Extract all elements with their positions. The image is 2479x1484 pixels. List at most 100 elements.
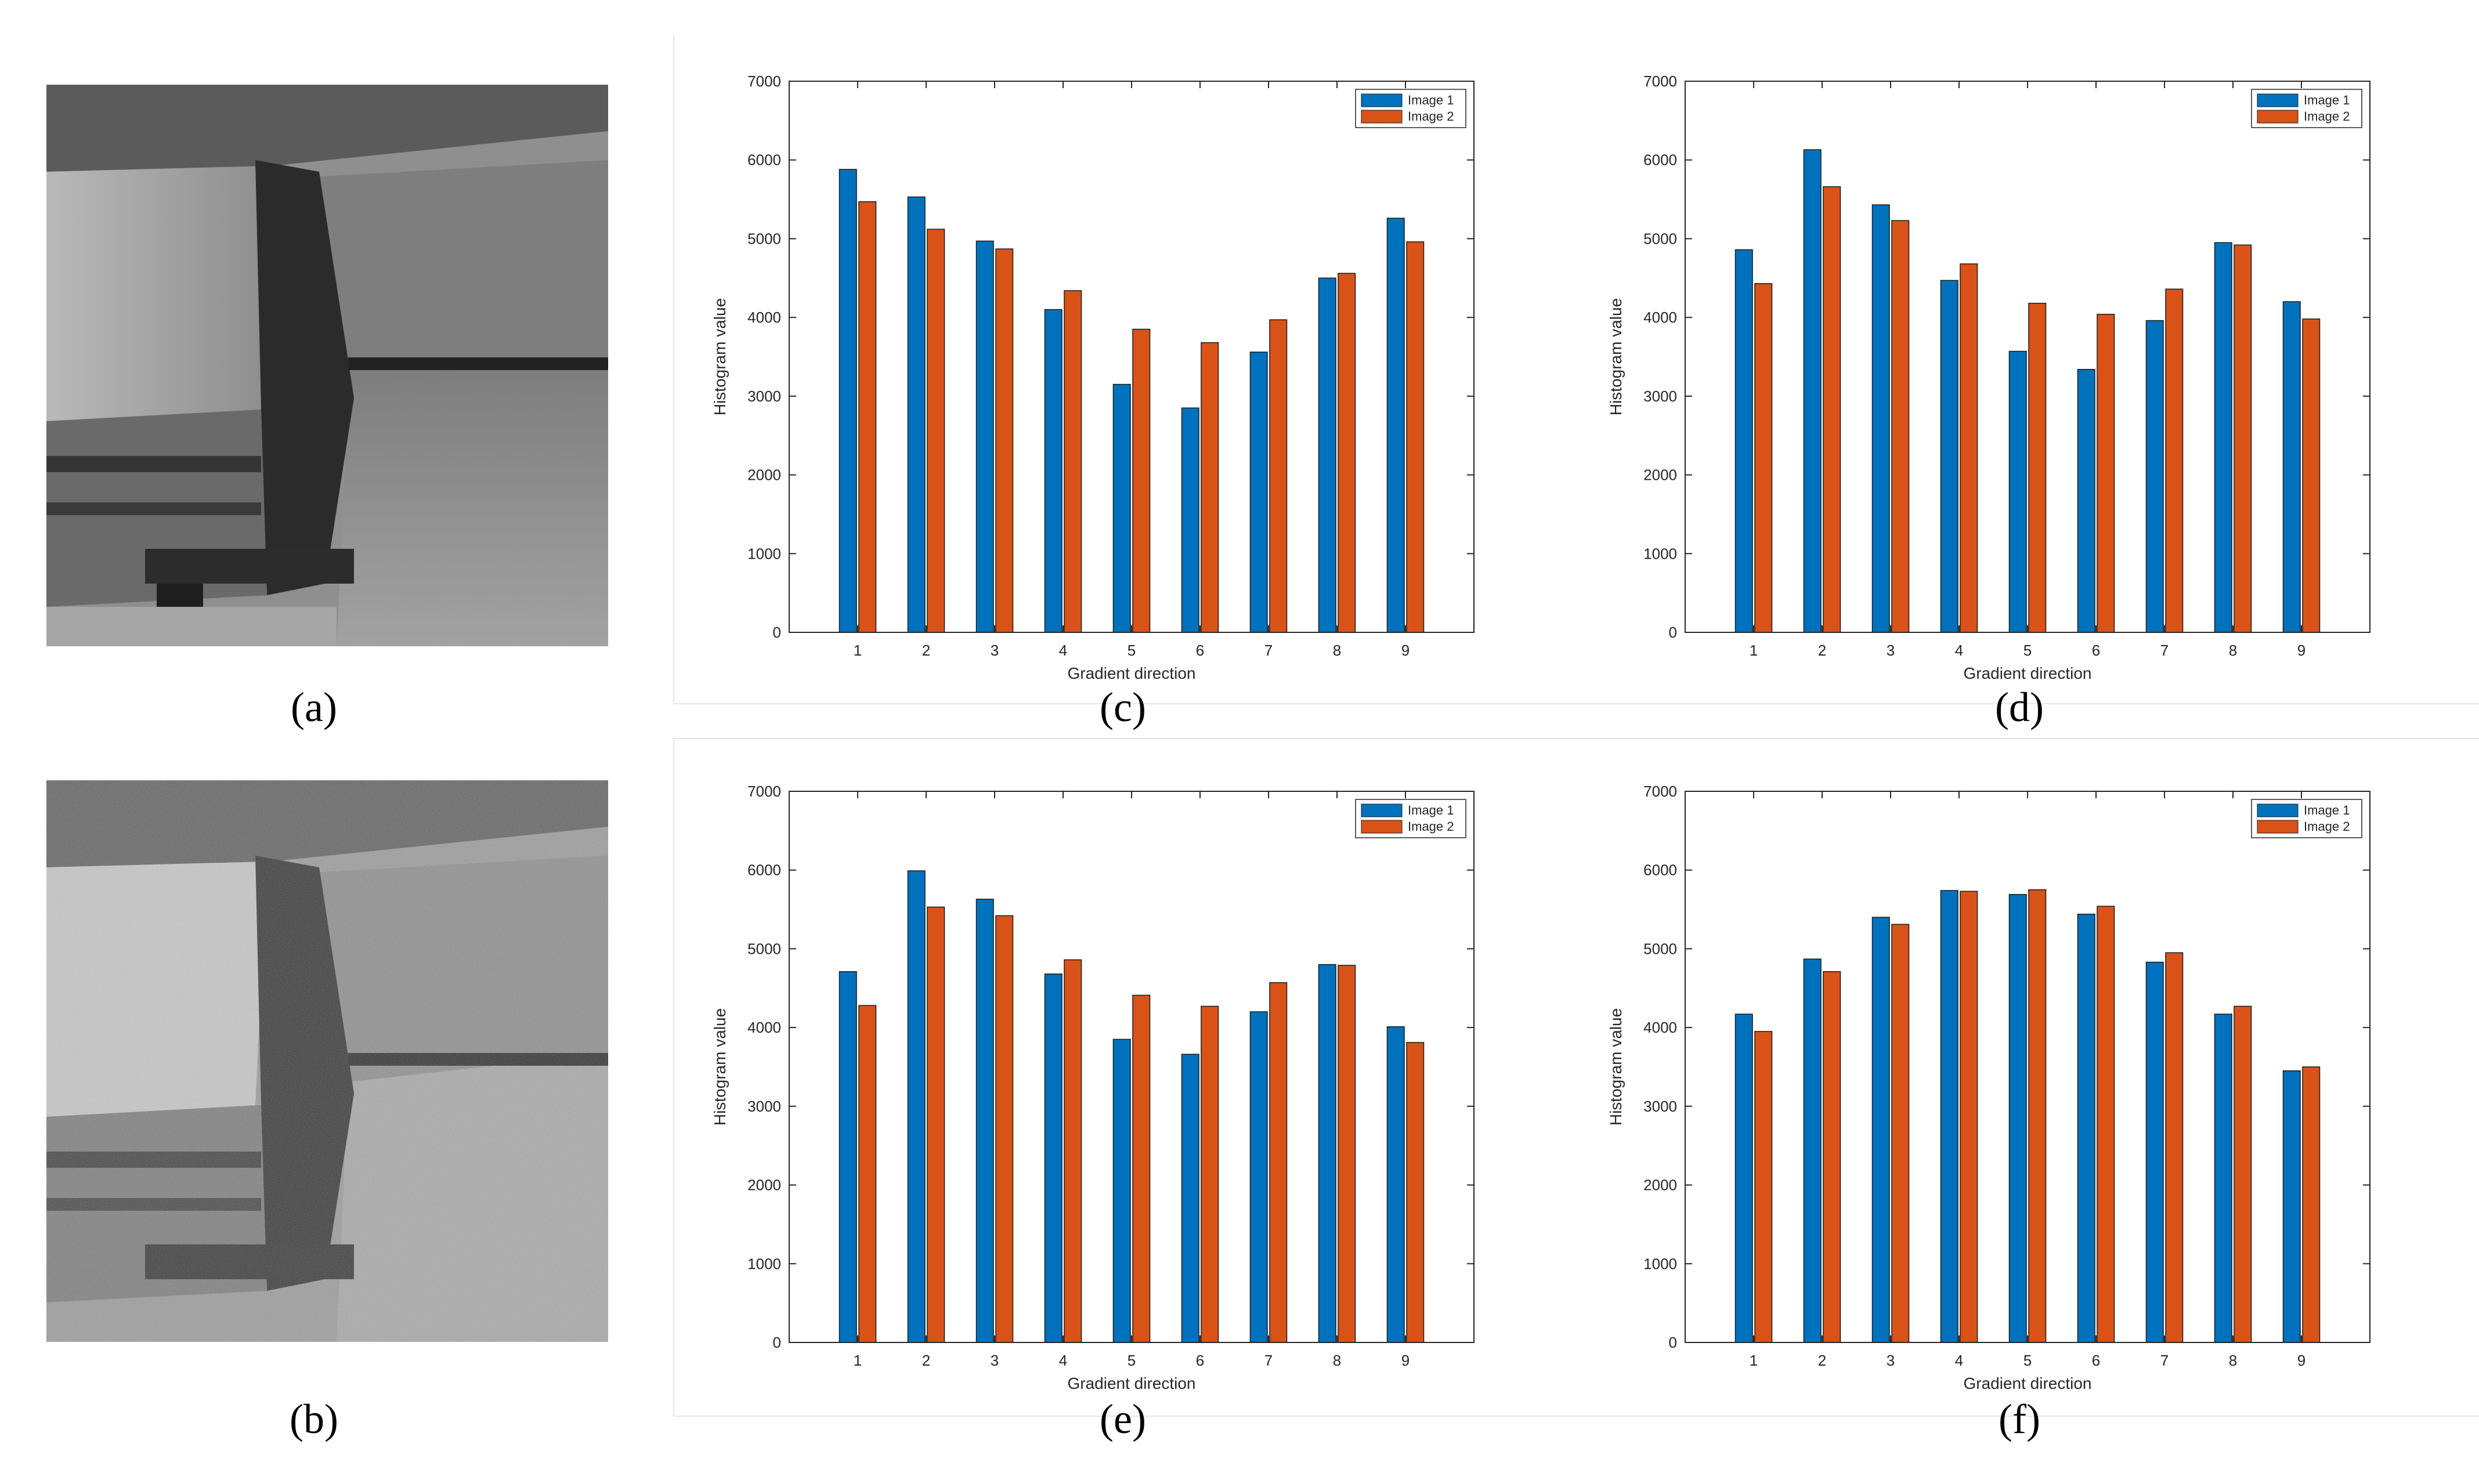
x-tick-label: 3 <box>991 642 999 659</box>
caption-c: (c) <box>1100 684 1146 730</box>
x-tick-label: 9 <box>2297 642 2305 659</box>
y-tick-label: 1000 <box>1643 545 1677 562</box>
x-tick-label: 3 <box>1887 1352 1895 1369</box>
plot-area <box>789 791 1474 1342</box>
y-tick-label: 1000 <box>747 1255 781 1272</box>
bar-1 <box>1181 407 1199 633</box>
bar-1 <box>1181 1054 1199 1343</box>
x-tick-label: 3 <box>991 1352 999 1369</box>
bar-2 <box>1823 186 1841 633</box>
bar-1 <box>1112 383 1131 633</box>
bar-1 <box>1386 1026 1405 1343</box>
bar-2 <box>927 906 945 1343</box>
panel-divider <box>673 1416 2479 1417</box>
bar-2 <box>1132 994 1151 1343</box>
bar-1 <box>1871 917 1890 1343</box>
y-axis-label: Histogram value <box>1607 298 1625 415</box>
y-tick-label: 4000 <box>1643 309 1677 326</box>
bar-2 <box>1201 1005 1219 1343</box>
bar-2 <box>2097 906 2115 1343</box>
bar-2 <box>1064 290 1082 633</box>
chart-f: 0 1000 2000 3000 4000 5000 6000 7000 1 2 3 4 5 6 7 8 9 Gr… <box>1607 783 2370 1392</box>
x-tick-label: 8 <box>2229 1352 2237 1369</box>
bar-1 <box>1803 149 1822 633</box>
bar-2 <box>1406 241 1425 633</box>
bar-1 <box>1044 309 1063 633</box>
legend-label: Image 1 <box>2304 93 2350 107</box>
bar-1 <box>1249 1011 1268 1343</box>
x-tick-label: 4 <box>1059 1352 1067 1369</box>
legend-swatch-1 <box>1361 803 1403 817</box>
legend-label: Image 1 <box>2304 803 2350 817</box>
y-tick-label: 5000 <box>1643 940 1677 957</box>
x-axis-label: Gradient direction <box>1067 1374 1195 1392</box>
legend-swatch-2 <box>2257 110 2299 124</box>
legend-label: Image 2 <box>1408 109 1454 124</box>
bar-1 <box>2214 1014 2232 1343</box>
bar-2 <box>995 248 1014 633</box>
x-tick-label: 5 <box>1128 1352 1136 1369</box>
bar-1 <box>1734 249 1753 633</box>
bar-1 <box>907 196 926 633</box>
bar-2 <box>995 915 1014 1343</box>
x-tick-label: 9 <box>2297 1352 2305 1369</box>
x-tick-label: 6 <box>2092 1352 2100 1369</box>
y-axis-label: Histogram value <box>711 298 729 415</box>
x-tick-label: 6 <box>2092 642 2100 659</box>
legend-label: Image 2 <box>1408 819 1454 834</box>
axes-box <box>1685 81 2370 633</box>
bar-2 <box>1269 982 1288 1343</box>
y-axis-label: Histogram value <box>1607 1008 1625 1125</box>
x-tick-label: 2 <box>922 1352 930 1369</box>
panel-divider <box>673 738 674 1417</box>
x-tick-label: 7 <box>1264 642 1273 659</box>
bar-2 <box>1754 283 1773 633</box>
bar-2 <box>858 201 877 633</box>
photo-a <box>46 85 608 646</box>
chart-e: 0 1000 2000 3000 4000 5000 6000 7000 1 2 3 4 5 6 7 8 9 Gr… <box>711 783 1475 1392</box>
y-tick-label: 6000 <box>1643 151 1677 169</box>
legend-label: Image 1 <box>1408 803 1454 817</box>
bar-1 <box>1940 890 1958 1343</box>
bar-1 <box>2008 894 2027 1343</box>
x-tick-label: 4 <box>1955 1352 1963 1369</box>
y-tick-label: 3000 <box>747 388 781 405</box>
y-tick-label: 7000 <box>747 73 781 90</box>
bar-2 <box>1064 959 1082 1343</box>
x-tick-label: 7 <box>1264 1352 1273 1369</box>
bar-2 <box>2165 952 2184 1343</box>
y-tick-label: 3000 <box>747 1098 781 1115</box>
bar-1 <box>2145 961 2164 1343</box>
bar-1 <box>2077 368 2095 633</box>
y-tick-label: 3000 <box>1643 1098 1677 1115</box>
bar-1 <box>1386 218 1405 633</box>
y-tick-label: 7000 <box>747 783 781 800</box>
x-tick-label: 7 <box>2160 1352 2169 1369</box>
bar-1 <box>975 240 994 633</box>
bar-1 <box>2145 320 2164 633</box>
legend-swatch-2 <box>1361 820 1403 834</box>
x-tick-label: 4 <box>1955 642 1963 659</box>
caption-a: (a) <box>291 684 337 730</box>
x-tick-label: 2 <box>1818 1352 1826 1369</box>
x-tick-label: 1 <box>1750 1352 1758 1369</box>
bar-2 <box>1338 965 1356 1343</box>
bar-1 <box>2077 913 2095 1343</box>
bar-2 <box>2234 244 2252 633</box>
bar-1 <box>1112 1038 1131 1343</box>
x-tick-label: 9 <box>1401 1352 1410 1369</box>
bar-1 <box>1318 964 1336 1343</box>
y-axis-label: Histogram value <box>711 1008 729 1125</box>
bar-1 <box>1734 1014 1753 1343</box>
x-tick-label: 5 <box>1128 642 1136 659</box>
bar-2 <box>2234 1005 2252 1343</box>
plot-area <box>1685 81 2370 632</box>
y-tick-label: 4000 <box>747 309 781 326</box>
y-tick-label: 3000 <box>1643 388 1677 405</box>
y-tick-label: 0 <box>1669 624 1677 641</box>
bar-1 <box>1940 280 1958 633</box>
bar-2 <box>1960 263 1978 633</box>
y-tick-label: 2000 <box>747 1177 781 1194</box>
x-tick-label: 1 <box>854 642 862 659</box>
bar-1 <box>1871 204 1890 633</box>
